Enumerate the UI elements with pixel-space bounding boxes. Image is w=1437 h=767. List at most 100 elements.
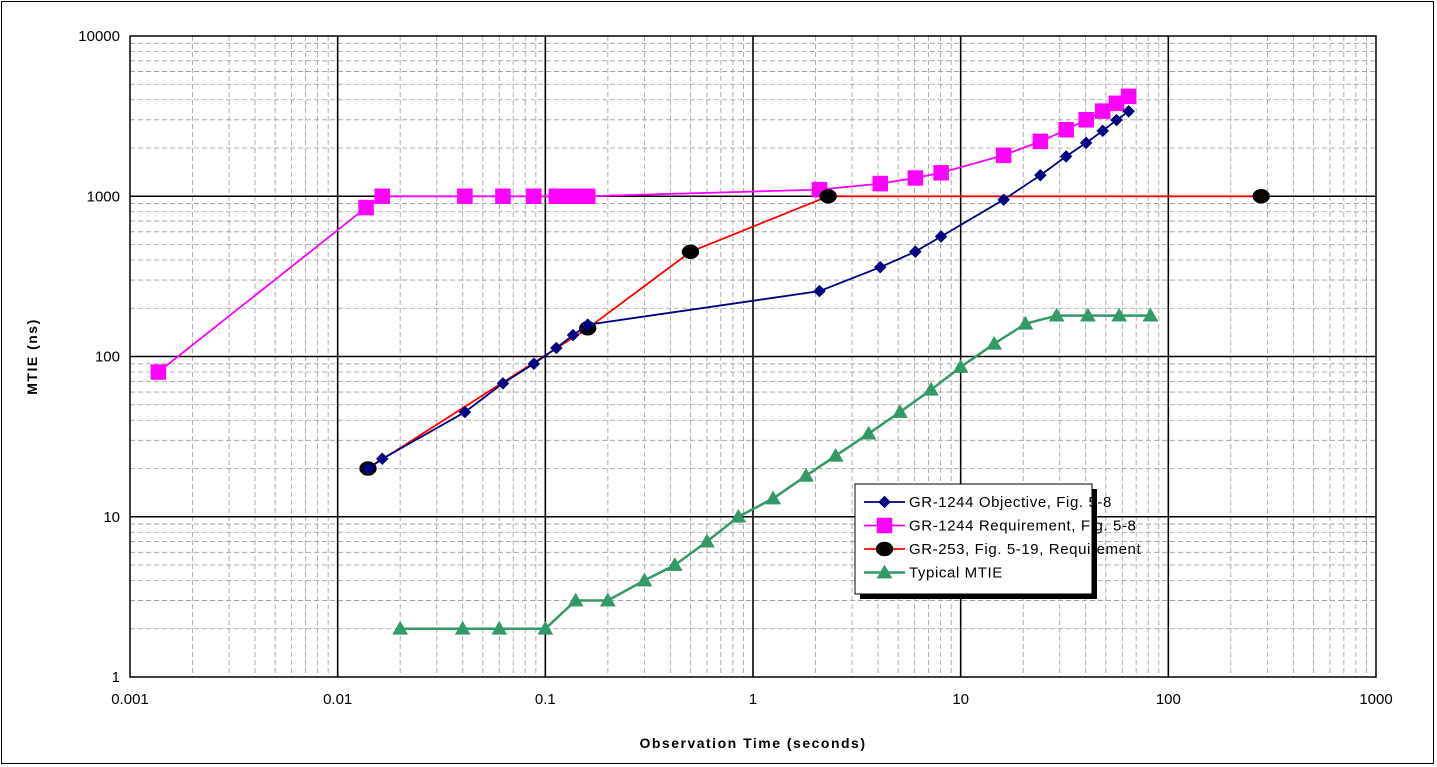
data-point — [537, 620, 554, 635]
data-point — [933, 165, 949, 181]
data-point — [1122, 104, 1135, 118]
data-point — [457, 188, 473, 204]
x-tick-label: 10 — [952, 691, 969, 708]
legend-label: Typical MTIE — [909, 565, 1003, 582]
data-point — [819, 189, 837, 204]
legend-label: GR-1244 Objective, Fig. 5-8 — [909, 494, 1112, 511]
series-4 — [392, 307, 1159, 635]
x-axis-title: Observation Time (seconds) — [639, 735, 866, 751]
data-point — [1079, 136, 1093, 150]
data-point — [1034, 168, 1047, 182]
data-point — [908, 245, 922, 259]
legend-label: GR-253, Fig. 5-19, Requirement — [909, 541, 1141, 558]
data-point — [1094, 103, 1111, 119]
series-2 — [150, 88, 1137, 380]
x-tick-label: 0.001 — [111, 691, 149, 708]
legend-marker — [875, 541, 894, 557]
data-point — [1110, 113, 1123, 127]
x-tick-label: 0.01 — [323, 691, 352, 708]
legend-item: GR-1244 Requirement, Fig. 5-8 — [864, 517, 1137, 535]
data-point — [361, 462, 375, 475]
x-tick-label: 0.1 — [535, 691, 556, 708]
data-point — [923, 381, 939, 396]
x-tick-label: 1000 — [1359, 691, 1392, 708]
data-point — [599, 592, 616, 607]
data-point — [798, 467, 814, 482]
data-point — [565, 188, 581, 204]
data-point — [581, 318, 595, 332]
data-point — [1078, 112, 1094, 128]
data-point — [827, 447, 844, 462]
data-point — [458, 405, 472, 419]
y-tick-label: 1 — [112, 669, 120, 686]
data-point — [907, 170, 924, 186]
data-point — [358, 199, 374, 216]
legend-item: GR-253, Fig. 5-19, Requirement — [864, 541, 1141, 558]
data-point — [666, 556, 683, 571]
data-point — [526, 188, 542, 204]
data-point — [567, 592, 584, 607]
data-point — [496, 376, 510, 390]
data-point — [995, 147, 1012, 164]
x-tick-labels: 0.001 0.01 0.1 1 10 100 1000 — [111, 691, 1392, 708]
y-axis-title: MTIE (ns) — [24, 318, 40, 395]
data-point — [1252, 189, 1270, 204]
data-point — [986, 335, 1003, 350]
legend: GR-1244 Objective, Fig. 5-8 GR-1244 Requi… — [854, 483, 1141, 599]
data-point — [1096, 124, 1110, 138]
data-point — [374, 188, 391, 204]
data-point — [150, 364, 167, 380]
data-point — [527, 357, 541, 371]
data-point — [730, 508, 747, 523]
series-line — [367, 195, 1262, 470]
data-point — [892, 404, 908, 418]
x-tick-label: 1 — [749, 691, 757, 708]
data-point — [1079, 307, 1096, 322]
legend-label: GR-1244 Requirement, Fig. 5-8 — [909, 518, 1137, 535]
data-point — [813, 284, 826, 298]
data-point — [873, 260, 887, 274]
series-line — [157, 95, 1130, 373]
data-point — [1017, 315, 1034, 330]
y-tick-label: 100 — [95, 349, 120, 366]
legend-item: Typical MTIE — [864, 564, 1003, 582]
data-point — [1058, 122, 1074, 138]
x-tick-label: 100 — [1156, 691, 1181, 708]
data-point — [550, 341, 563, 355]
data-point — [566, 328, 580, 342]
series-line — [367, 110, 1130, 470]
data-point — [872, 175, 889, 192]
data-point — [1059, 150, 1073, 163]
data-point — [491, 620, 508, 635]
plot-area-border — [129, 35, 1377, 678]
data-point — [636, 572, 653, 587]
data-point — [1120, 88, 1137, 105]
data-point — [495, 188, 511, 204]
data-point — [579, 188, 596, 204]
legend-item: GR-1244 Objective, Fig. 5-8 — [864, 494, 1112, 511]
legend-marker — [876, 517, 893, 534]
data-point — [1111, 307, 1128, 322]
legend-marker — [878, 495, 891, 509]
data-point — [765, 490, 782, 505]
series-layer — [150, 88, 1270, 635]
y-tick-label: 1000 — [87, 188, 120, 205]
data-point — [860, 425, 877, 440]
data-point — [375, 452, 389, 466]
data-point — [698, 533, 715, 548]
data-point — [1032, 133, 1049, 150]
data-point — [934, 230, 948, 243]
data-point — [392, 620, 409, 635]
data-point — [454, 620, 471, 635]
data-point — [1048, 307, 1065, 322]
y-tick-labels: 1 10 100 1000 10000 — [78, 28, 120, 686]
y-tick-label: 10000 — [78, 28, 120, 45]
data-point — [681, 244, 700, 260]
data-point — [952, 358, 969, 373]
data-point — [997, 193, 1010, 207]
y-tick-label: 10 — [103, 509, 120, 526]
legend-marker — [876, 564, 893, 579]
series-1 — [361, 104, 1135, 475]
